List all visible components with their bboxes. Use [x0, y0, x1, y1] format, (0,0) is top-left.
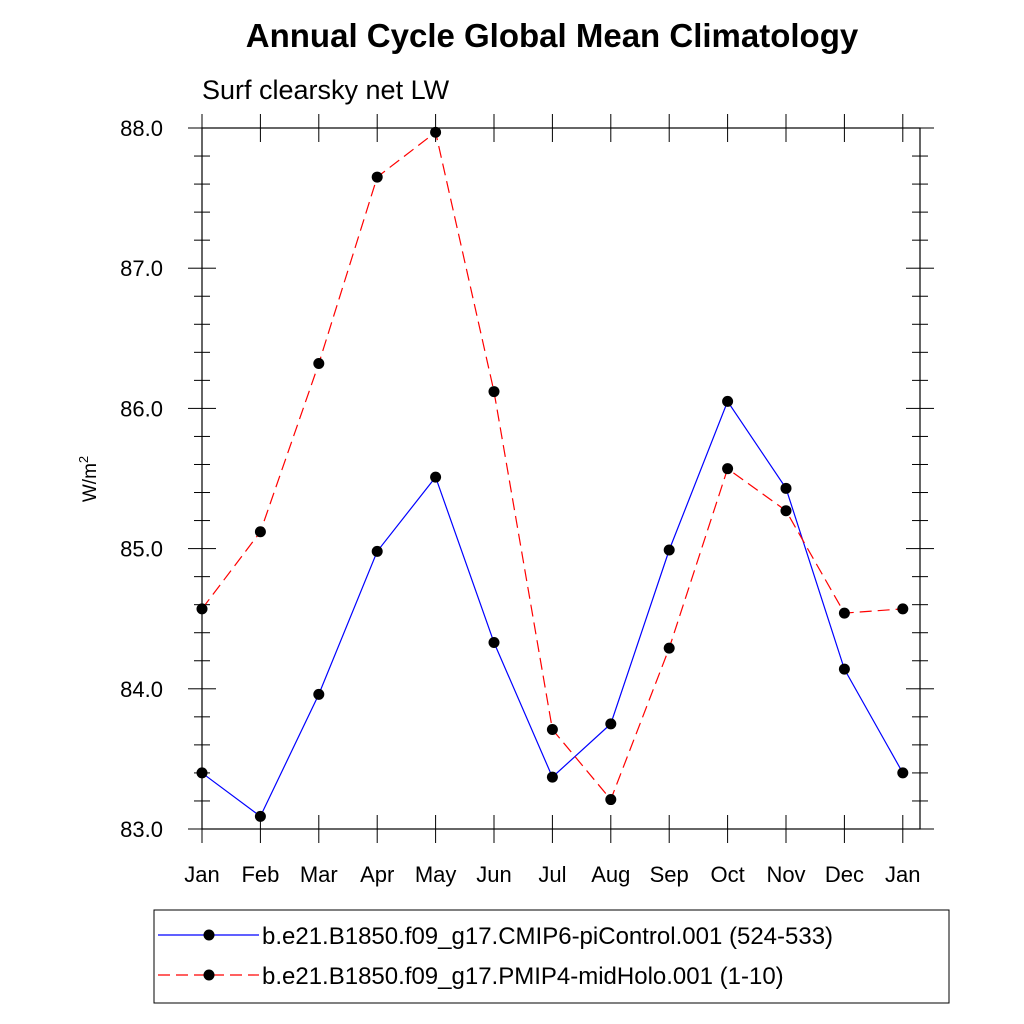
series-2-point	[722, 463, 734, 475]
chart-subtitle: Surf clearsky net LW	[202, 75, 450, 105]
x-tick-label: Oct	[710, 862, 744, 887]
plot-area: Jan Feb Mar Apr May Jun Jul Aug Sep Oct Nov Dec Jan 8…	[120, 114, 934, 887]
x-tick-label: Dec	[825, 862, 864, 887]
series-1-point	[663, 544, 675, 556]
plot-frame	[201, 127, 921, 830]
legend-label-1: b.e21.B1850.f09_g17.CMIP6-piControl.001 …	[262, 923, 833, 950]
series-2-point	[196, 603, 208, 615]
series-1-point	[196, 767, 208, 779]
x-tick-label: Jan	[885, 862, 920, 887]
y-tick-label: 87.0	[120, 256, 163, 281]
y-tick-label: 86.0	[120, 396, 163, 421]
y-tick-label: 83.0	[120, 817, 163, 842]
series-line-2	[201, 131, 903, 801]
series-1-point	[254, 810, 266, 822]
series-2-point	[838, 607, 850, 619]
series-2-point	[254, 526, 266, 538]
series-2-point	[546, 723, 558, 735]
series-line-1	[201, 400, 904, 818]
series-2-point	[780, 505, 792, 517]
series-1-point	[313, 688, 325, 700]
series-2-point	[897, 603, 909, 615]
legend-marker-2	[203, 969, 215, 981]
x-tick-label: Jun	[476, 862, 511, 887]
series-1-point	[605, 718, 617, 730]
series-1-point	[838, 663, 850, 675]
series-1-point	[488, 637, 500, 649]
x-tick-label: Feb	[241, 862, 279, 887]
x-tick-label: Apr	[360, 862, 394, 887]
y-axis-label-exponent: 2	[76, 456, 91, 463]
legend-box	[153, 909, 950, 1004]
y-tick-label: 88.0	[120, 116, 163, 141]
y-tick-label: 84.0	[120, 677, 163, 702]
series-1-point	[430, 471, 442, 483]
x-tick-label: Sep	[650, 862, 689, 887]
legend-marker-1	[203, 929, 215, 941]
series-2-point	[430, 126, 442, 138]
series-1-point	[722, 395, 734, 407]
series-2-point	[313, 358, 325, 370]
legend: b.e21.B1850.f09_g17.CMIP6-piControl.001 …	[153, 909, 950, 1004]
chart-title: Annual Cycle Global Mean Climatology	[246, 17, 859, 54]
legend-label-2: b.e21.B1850.f09_g17.PMIP4-midHolo.001 (1…	[262, 963, 784, 990]
series-2-point	[371, 171, 383, 183]
series-1-point	[897, 767, 909, 779]
y-axis-label-unit: W/m	[80, 463, 101, 502]
series-1-point	[546, 771, 558, 783]
series-2-point	[605, 794, 617, 806]
x-tick-label: Jan	[184, 862, 219, 887]
y-axis-label: W/m2	[76, 456, 101, 502]
series-1-point	[371, 545, 383, 557]
x-tick-label: May	[415, 862, 457, 887]
x-tick-label: Mar	[300, 862, 338, 887]
series-1-point	[780, 482, 792, 494]
x-tick-label: Jul	[538, 862, 566, 887]
x-tick-label: Aug	[591, 862, 630, 887]
x-tick-label: Nov	[766, 862, 805, 887]
series-2-point	[663, 642, 675, 654]
series-2-point	[488, 386, 500, 398]
y-tick-label: 85.0	[120, 537, 163, 562]
